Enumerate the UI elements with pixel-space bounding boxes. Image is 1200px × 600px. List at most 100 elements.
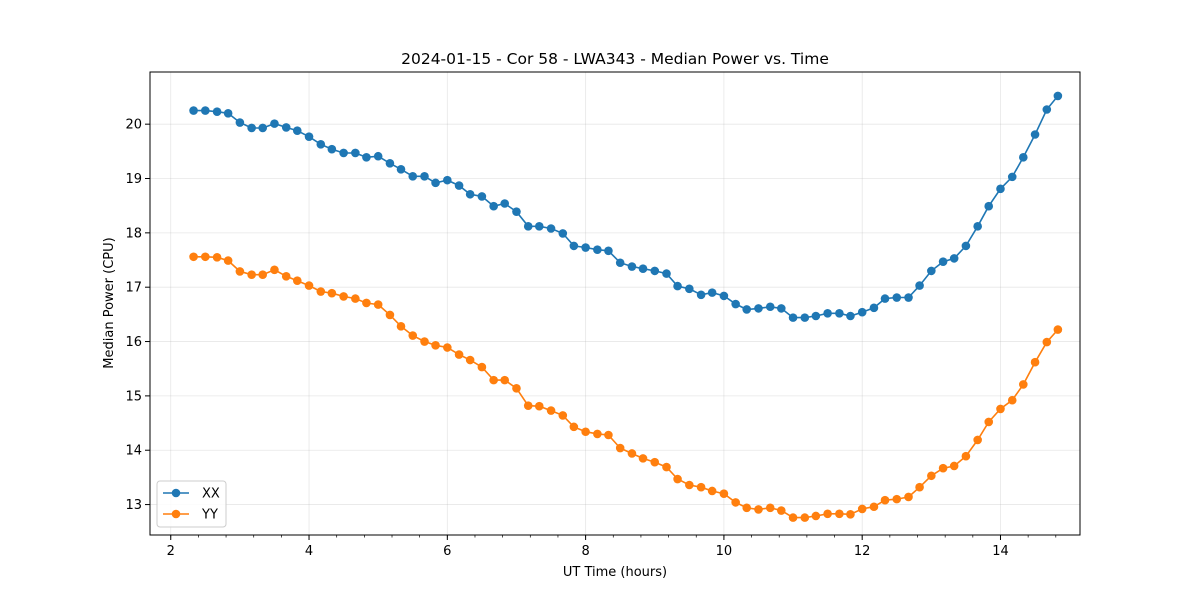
point-xx xyxy=(973,222,982,231)
x-tick-label: 8 xyxy=(581,544,589,559)
point-xx xyxy=(1019,153,1028,162)
point-yy xyxy=(685,480,694,490)
point-xx xyxy=(235,118,245,127)
point-yy xyxy=(420,337,429,346)
point-yy xyxy=(431,341,440,350)
point-xx xyxy=(685,284,694,294)
series-line-yy xyxy=(193,255,1059,519)
point-xx xyxy=(189,106,198,115)
point-yy xyxy=(1019,380,1028,389)
point-xx xyxy=(949,254,959,263)
point-yy xyxy=(523,401,533,410)
y-axis-label: Median Power (CPU) xyxy=(102,237,117,368)
point-xx xyxy=(292,126,302,135)
point-xx xyxy=(765,302,775,312)
point-xx xyxy=(835,308,844,318)
point-xx xyxy=(396,164,406,174)
point-xx xyxy=(904,293,913,302)
y-tick-label: 16 xyxy=(125,335,142,350)
point-xx xyxy=(593,245,602,255)
point-xx xyxy=(385,158,395,168)
point-yy xyxy=(880,495,890,505)
point-xx xyxy=(938,257,948,266)
point-yy xyxy=(857,504,867,514)
legend-marker-yy xyxy=(171,509,181,519)
point-xx xyxy=(915,281,924,290)
point-xx xyxy=(420,172,429,181)
point-yy xyxy=(477,362,487,372)
point-xx xyxy=(454,181,464,190)
point-yy xyxy=(800,513,810,522)
point-xx xyxy=(719,291,729,301)
point-xx xyxy=(558,229,568,238)
point-xx xyxy=(927,266,936,276)
point-xx xyxy=(304,132,314,141)
point-yy xyxy=(489,375,498,385)
point-yy xyxy=(189,252,198,262)
y-tick-label: 15 xyxy=(125,389,142,404)
legend-label-yy: YY xyxy=(201,508,218,523)
point-yy xyxy=(316,287,326,296)
point-xx xyxy=(742,305,752,314)
point-yy xyxy=(454,350,464,359)
point-xx xyxy=(800,313,810,322)
point-xx xyxy=(362,153,371,162)
point-yy xyxy=(776,506,786,515)
point-yy xyxy=(615,443,625,453)
point-yy xyxy=(1053,325,1063,334)
x-tick-label: 4 xyxy=(305,544,313,559)
point-xx xyxy=(373,151,383,161)
point-yy xyxy=(719,489,729,498)
point-yy xyxy=(662,462,671,472)
point-yy xyxy=(927,471,936,481)
series-layer xyxy=(189,91,1063,522)
legend-marker-xx xyxy=(171,488,181,498)
point-yy xyxy=(465,355,475,365)
point-xx xyxy=(1030,130,1040,139)
point-yy xyxy=(984,417,994,427)
point-xx xyxy=(327,144,337,154)
x-tick-label: 12 xyxy=(854,544,871,559)
y-tick-label: 14 xyxy=(125,444,142,459)
point-xx xyxy=(673,281,682,291)
point-yy xyxy=(788,513,798,522)
point-yy xyxy=(327,288,337,298)
point-xx xyxy=(339,148,348,158)
point-xx xyxy=(581,243,590,252)
point-yy xyxy=(500,375,510,385)
point-yy xyxy=(258,270,268,279)
point-yy xyxy=(638,454,648,463)
point-xx xyxy=(201,106,210,115)
axis-ticks: 2 4 6 8 10 12 14 13 14 15 16 17 18 19 20 xyxy=(125,118,1057,559)
point-xx xyxy=(431,178,440,188)
point-xx xyxy=(961,241,971,251)
point-xx xyxy=(650,266,660,276)
point-xx xyxy=(731,299,740,309)
point-xx xyxy=(996,184,1005,194)
point-xx xyxy=(615,258,625,268)
point-yy xyxy=(512,383,521,393)
point-yy xyxy=(581,427,590,437)
point-xx xyxy=(823,308,832,318)
point-yy xyxy=(235,267,245,276)
point-yy xyxy=(534,401,544,411)
point-yy xyxy=(1030,357,1040,367)
point-yy xyxy=(604,430,613,440)
point-xx xyxy=(1053,91,1063,101)
point-xx xyxy=(857,307,867,317)
point-xx xyxy=(512,207,521,216)
point-yy xyxy=(593,429,602,439)
point-xx xyxy=(223,109,233,118)
point-yy xyxy=(546,406,556,415)
point-xx xyxy=(477,192,487,201)
point-yy xyxy=(212,253,222,262)
point-yy xyxy=(915,482,924,492)
point-xx xyxy=(546,224,556,233)
x-tick-label: 14 xyxy=(992,544,1009,559)
point-yy xyxy=(846,510,855,519)
point-yy xyxy=(304,281,314,290)
legend: XX YY xyxy=(156,480,227,528)
point-xx xyxy=(604,246,613,256)
point-yy xyxy=(351,294,360,303)
